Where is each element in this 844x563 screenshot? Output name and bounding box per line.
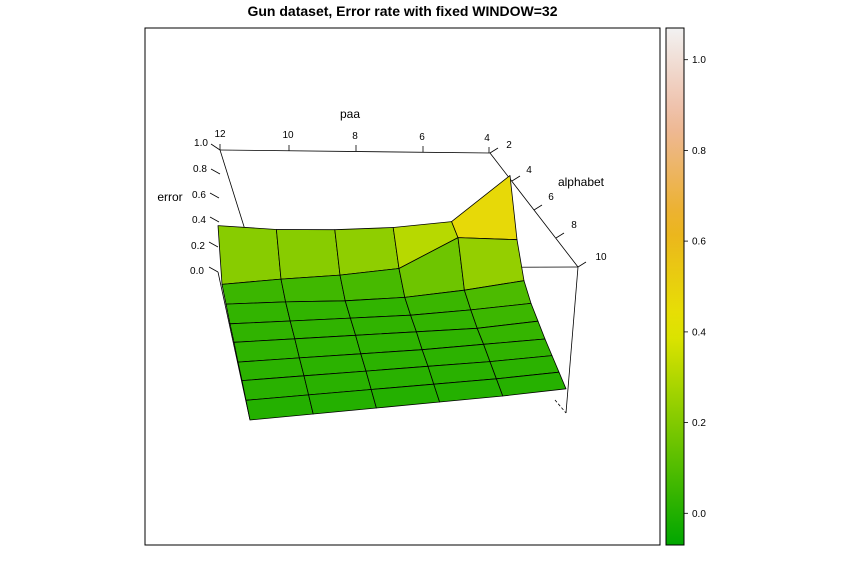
error-tick-label: 0.6: [192, 190, 206, 201]
error-tick-label: 0.4: [192, 215, 206, 226]
paa-axis: [219, 144, 490, 153]
colorkey-axis: 0.0 0.2 0.4 0.6 0.8 1.0: [684, 55, 706, 520]
alphabet-tick-label: 6: [548, 192, 554, 203]
colorkey-tick-label: 0.4: [692, 327, 706, 338]
paa-tick-label: 4: [484, 133, 490, 144]
colorkey-tick-label: 1.0: [692, 55, 706, 66]
alphabet-tick-label: 10: [595, 252, 607, 263]
surface-facet: [344, 296, 412, 319]
error-tick-label: 0.2: [191, 241, 205, 252]
surface-facet: [275, 229, 341, 280]
surface-facet: [280, 274, 346, 303]
alphabet-axis-label: alphabet: [558, 175, 605, 189]
paa-tick-label: 8: [352, 131, 358, 142]
paa-tick-label: 6: [419, 132, 425, 143]
surface-facet: [225, 301, 291, 325]
surface-facet: [217, 225, 282, 285]
error-axis: [208, 143, 221, 273]
alphabet-tick-label: 2: [506, 140, 512, 151]
colorkey-tick-label: 0.2: [692, 418, 706, 429]
paa-tick-label: 10: [282, 130, 294, 141]
surface-facet: [495, 371, 567, 397]
alphabet-tick-label: 8: [571, 220, 577, 231]
error-tick-label: 0.8: [193, 164, 207, 175]
chart-title: Gun dataset, Error rate with fixed WINDO…: [247, 3, 558, 19]
paa-axis-label: paa: [340, 107, 360, 121]
surface-facet: [285, 300, 351, 322]
colorkey-tick-label: 0.0: [692, 509, 706, 520]
surface-mesh: [217, 175, 567, 421]
colorkey-bar: [665, 27, 685, 546]
error-axis-label: error: [157, 190, 182, 204]
panel-frame: [144, 27, 661, 546]
error-tick-label: 0.0: [190, 266, 204, 277]
alphabet-axis: [489, 147, 587, 268]
alphabet-tick-label: 4: [526, 165, 532, 176]
colorkey-tick-label: 0.8: [692, 146, 706, 157]
colorkey-tick-label: 0.6: [692, 237, 706, 248]
paa-tick-label: 12: [214, 129, 226, 140]
surface-facet: [451, 175, 518, 241]
error-tick-label: 1.0: [194, 138, 208, 149]
surface-facet: [334, 227, 400, 276]
